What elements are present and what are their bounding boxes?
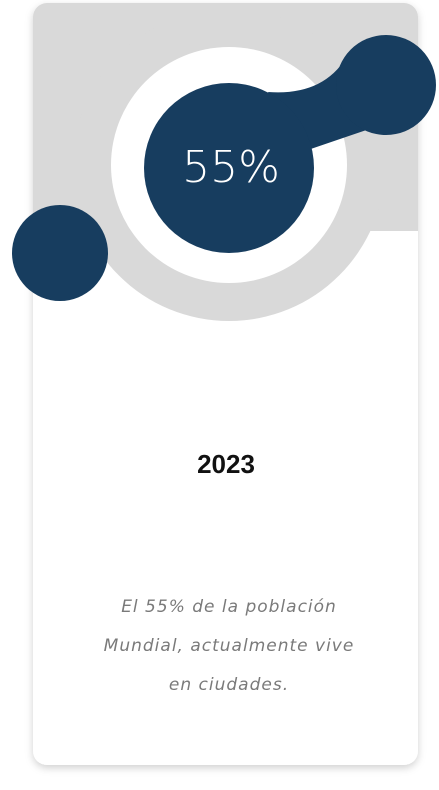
main-circle [144, 83, 314, 253]
stat-value: 55% [182, 142, 280, 193]
description-line: El 55% de la población [121, 597, 337, 617]
small-circle-left [12, 205, 108, 301]
description-line: Mundial, actualmente vive [104, 636, 355, 656]
description-line: en ciudades. [169, 675, 289, 695]
description: El 55% de la población Mundial, actualmen… [104, 597, 355, 695]
year: 2023 [197, 449, 255, 479]
small-circle-right [336, 35, 436, 135]
